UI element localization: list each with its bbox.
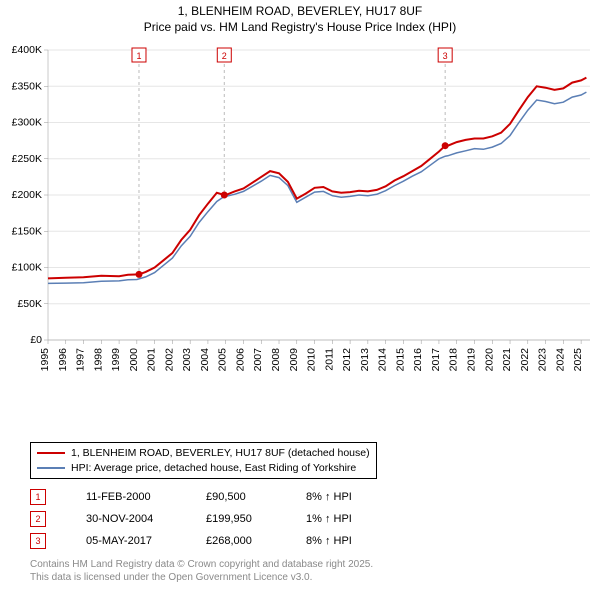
y-tick-label: £300K <box>12 117 42 129</box>
x-tick-label: 1999 <box>110 348 122 372</box>
x-tick-label: 2022 <box>519 348 531 372</box>
y-tick-label: £150K <box>12 225 42 237</box>
legend-row: HPI: Average price, detached house, East… <box>37 461 370 476</box>
y-tick-label: £200K <box>12 189 42 201</box>
x-tick-label: 2023 <box>537 348 549 372</box>
chart-container: £0 £50K £100K £150K £200K £250K £300K £350K £400… <box>0 40 600 400</box>
marker-id-box: 3 <box>30 533 46 549</box>
x-tick-label: 2019 <box>465 348 477 372</box>
table-row: 1 11-FEB-2000£90,5008% ↑ HPI <box>30 486 406 508</box>
table-row: 3 05-MAY-2017£268,0008% ↑ HPI <box>30 530 406 552</box>
x-tick-label: 2006 <box>234 348 246 372</box>
x-tick-label: 2002 <box>163 348 175 372</box>
marker-delta: 1% ↑ HPI <box>306 513 406 525</box>
x-tick-label: 2009 <box>288 348 300 372</box>
x-tick-label: 2017 <box>430 348 442 372</box>
title-line-1: 1, BLENHEIM ROAD, BEVERLEY, HU17 8UF <box>0 4 600 20</box>
x-tick-label: 2011 <box>323 348 335 371</box>
x-tick-label: 2012 <box>341 348 353 372</box>
x-tick-label: 2021 <box>501 348 513 372</box>
x-tick-label: 2020 <box>483 348 495 372</box>
x-tick-label: 2015 <box>394 348 406 372</box>
x-tick-label: 2013 <box>359 348 371 372</box>
y-tick-label: £350K <box>12 80 42 92</box>
x-tick-label: 2025 <box>572 348 584 372</box>
footer-line-2: This data is licensed under the Open Gov… <box>30 571 373 584</box>
marker-price: £199,950 <box>206 513 306 525</box>
x-tick-label: 2007 <box>252 348 264 372</box>
marker-price: £268,000 <box>206 535 306 547</box>
x-tick-label: 2001 <box>146 348 158 372</box>
marker-dot <box>135 271 142 278</box>
x-tick-label: 2018 <box>448 348 460 372</box>
y-tick-label: £250K <box>12 153 42 165</box>
marker-dot <box>221 192 228 199</box>
marker-price: £90,500 <box>206 491 306 503</box>
table-row: 2 30-NOV-2004£199,9501% ↑ HPI <box>30 508 406 530</box>
x-tick-label: 2000 <box>128 348 140 372</box>
marker-box-label: 2 <box>222 51 227 61</box>
x-tick-label: 2024 <box>554 348 566 372</box>
x-tick-label: 1995 <box>39 348 51 372</box>
x-tick-label: 2004 <box>199 348 211 372</box>
legend-label: 1, BLENHEIM ROAD, BEVERLEY, HU17 8UF (de… <box>71 446 370 461</box>
marker-delta: 8% ↑ HPI <box>306 491 406 503</box>
marker-date: 05-MAY-2017 <box>86 535 206 547</box>
x-tick-label: 2010 <box>306 348 318 372</box>
x-tick-label: 2003 <box>181 348 193 372</box>
y-tick-label: £400K <box>12 44 42 56</box>
marker-box-label: 3 <box>443 51 448 61</box>
marker-date: 30-NOV-2004 <box>86 513 206 525</box>
marker-delta: 8% ↑ HPI <box>306 535 406 547</box>
marker-date: 11-FEB-2000 <box>86 491 206 503</box>
footer-line-1: Contains HM Land Registry data © Crown c… <box>30 558 373 571</box>
x-tick-label: 2005 <box>217 348 229 372</box>
x-tick-label: 1996 <box>57 348 69 372</box>
marker-id-box: 2 <box>30 511 46 527</box>
y-tick-label: £0 <box>30 334 42 346</box>
series-price-paid <box>48 78 586 279</box>
marker-dot <box>442 142 449 149</box>
legend: 1, BLENHEIM ROAD, BEVERLEY, HU17 8UF (de… <box>30 442 377 479</box>
title-line-2: Price paid vs. HM Land Registry's House … <box>0 20 600 36</box>
legend-swatch <box>37 452 65 454</box>
marker-table: 111-FEB-2000£90,5008% ↑ HPI230-NOV-2004£… <box>30 486 406 552</box>
x-tick-label: 1997 <box>75 348 87 372</box>
x-tick-label: 2008 <box>270 348 282 372</box>
footer-note: Contains HM Land Registry data © Crown c… <box>30 558 373 584</box>
chart-title: 1, BLENHEIM ROAD, BEVERLEY, HU17 8UF Pri… <box>0 0 600 35</box>
legend-swatch <box>37 467 65 469</box>
x-tick-label: 1998 <box>92 348 104 372</box>
x-tick-label: 2014 <box>377 348 389 372</box>
legend-label: HPI: Average price, detached house, East… <box>71 461 356 476</box>
legend-row: 1, BLENHEIM ROAD, BEVERLEY, HU17 8UF (de… <box>37 446 370 461</box>
price-chart: £0 £50K £100K £150K £200K £250K £300K £350K £400… <box>0 40 600 400</box>
marker-id-box: 1 <box>30 489 46 505</box>
y-tick-label: £50K <box>17 298 42 310</box>
y-tick-label: £100K <box>12 262 42 274</box>
marker-box-label: 1 <box>136 51 141 61</box>
x-tick-label: 2016 <box>412 348 424 372</box>
